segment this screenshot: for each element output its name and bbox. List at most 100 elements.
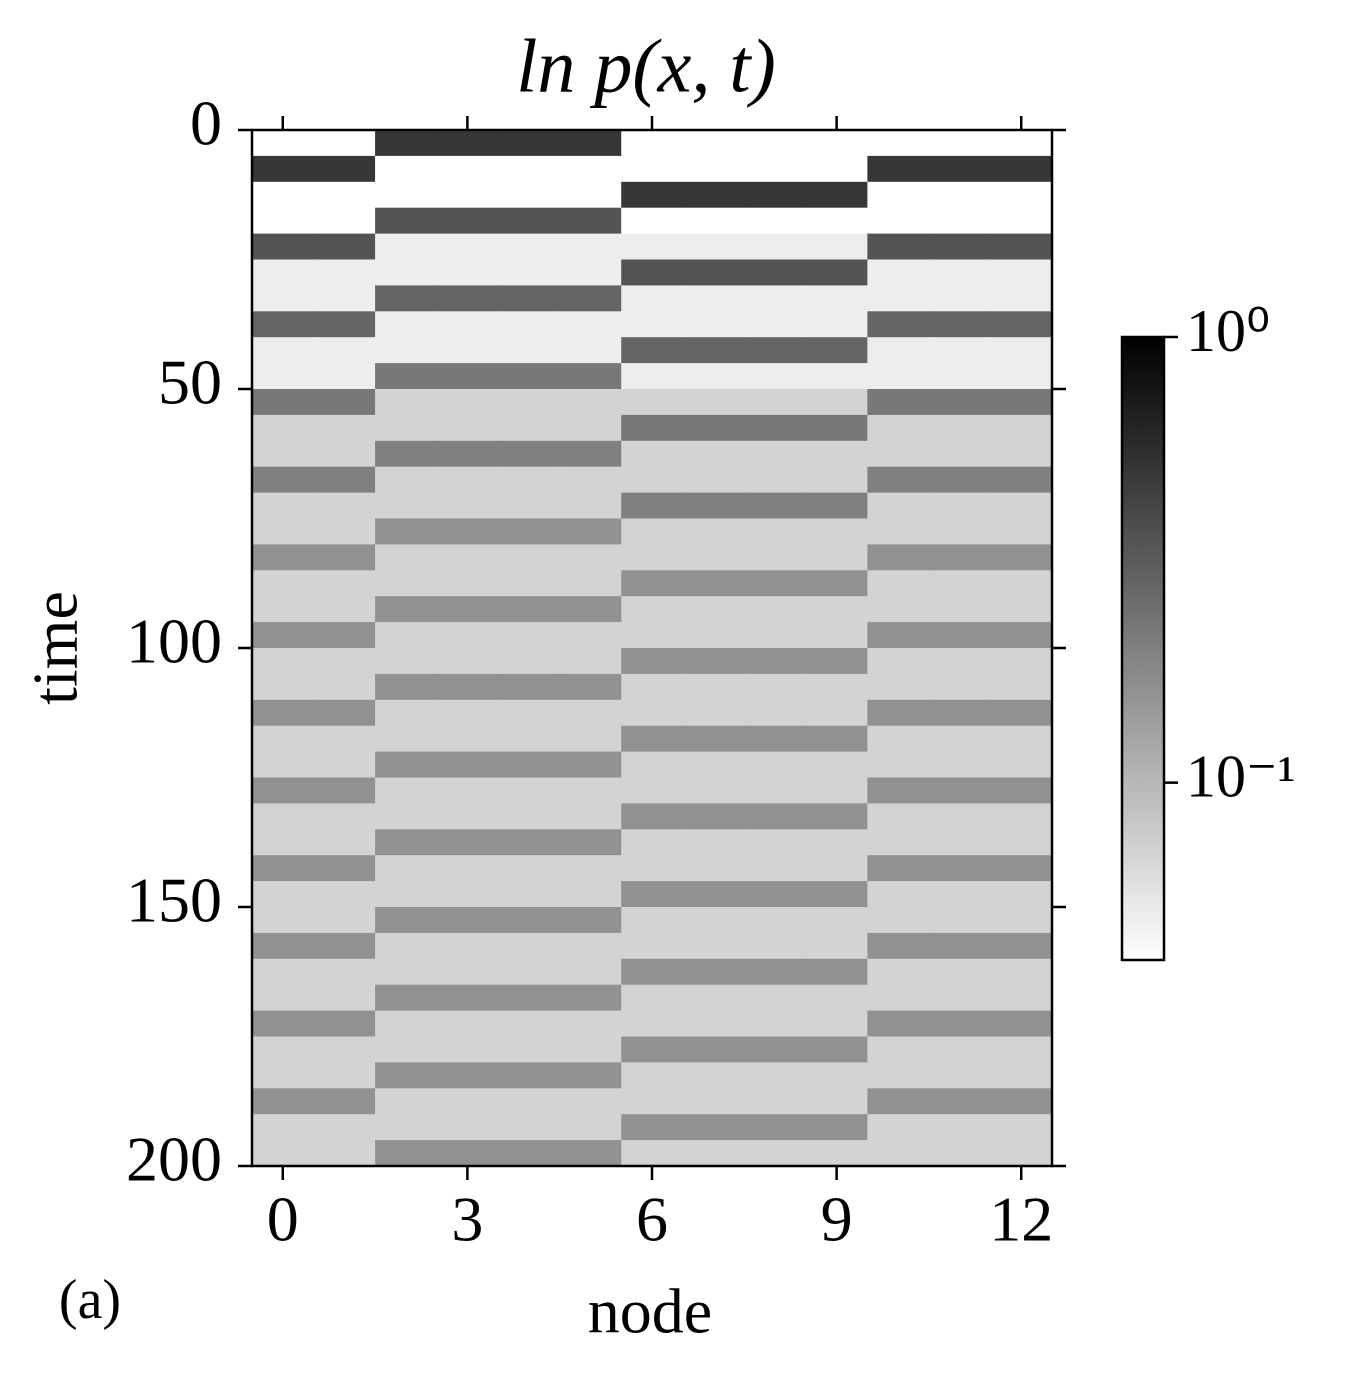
heatmap-cell xyxy=(375,311,438,338)
heatmap-cell xyxy=(928,932,991,960)
x-tick-label: 0 xyxy=(267,1184,299,1255)
heatmap-cell xyxy=(867,337,930,364)
heatmap-cell xyxy=(990,233,1053,260)
heatmap-cell xyxy=(744,855,807,882)
heatmap-cell xyxy=(498,855,561,882)
heatmap-cell xyxy=(375,285,438,312)
heatmap-cell xyxy=(990,207,1053,235)
heatmap-cell xyxy=(867,544,930,571)
heatmap xyxy=(252,130,1053,1167)
heatmap-cell xyxy=(621,363,684,390)
heatmap-cell xyxy=(313,440,376,468)
heatmap-cell xyxy=(867,1036,930,1063)
heatmap-cell xyxy=(621,233,684,260)
heatmap-cell xyxy=(867,466,930,494)
heatmap-cell xyxy=(252,725,315,753)
x-tick-label: 9 xyxy=(821,1184,853,1255)
heatmap-cell xyxy=(436,673,499,701)
heatmap-cell xyxy=(682,932,745,960)
heatmap-cell xyxy=(990,130,1053,157)
heatmap-cell xyxy=(313,622,376,649)
heatmap-cell xyxy=(990,855,1053,882)
heatmap-cell xyxy=(375,751,438,778)
heatmap-cell xyxy=(375,673,438,701)
heatmap-cell xyxy=(682,466,745,494)
heatmap-cell xyxy=(928,181,991,209)
heatmap-cell xyxy=(867,492,930,519)
heatmap-cell xyxy=(867,855,930,882)
heatmap-cell xyxy=(559,518,622,545)
heatmap-cell xyxy=(313,777,376,804)
heatmap-cell xyxy=(990,389,1053,416)
heatmap-cell xyxy=(805,181,868,209)
heatmap-cell xyxy=(928,518,991,545)
heatmap-cell xyxy=(252,751,315,778)
y-tick-label: 200 xyxy=(126,1124,222,1195)
heatmap-cell xyxy=(252,389,315,416)
heatmap-cell xyxy=(805,751,868,778)
heatmap-cell xyxy=(559,466,622,494)
heatmap-cell xyxy=(436,958,499,986)
heatmap-cell xyxy=(313,285,376,312)
heatmap-cell xyxy=(375,389,438,416)
heatmap-cell xyxy=(375,1140,438,1167)
heatmap-cell xyxy=(436,1088,499,1115)
heatmap-cell xyxy=(682,1088,745,1115)
heatmap-cell xyxy=(498,130,561,157)
heatmap-cell xyxy=(744,1010,807,1037)
heatmap-cell xyxy=(744,414,807,442)
heatmap-cell xyxy=(375,725,438,753)
heatmap-cell xyxy=(498,673,561,701)
heatmap-cell xyxy=(744,233,807,260)
heatmap-cell xyxy=(682,259,745,286)
heatmap-cell xyxy=(621,699,684,727)
heatmap-cell xyxy=(744,570,807,597)
heatmap-cell xyxy=(682,181,745,209)
heatmap-cell xyxy=(436,596,499,623)
heatmap-cell xyxy=(375,492,438,519)
heatmap-cell xyxy=(928,492,991,519)
colorbar xyxy=(1120,335,1166,962)
heatmap-cell xyxy=(313,1010,376,1037)
heatmap-cell xyxy=(805,259,868,286)
heatmap-cell xyxy=(436,1140,499,1167)
heatmap-cell xyxy=(682,699,745,727)
heatmap-cell xyxy=(498,363,561,390)
heatmap-cell xyxy=(252,1036,315,1063)
heatmap-cell xyxy=(498,285,561,312)
heatmap-cell xyxy=(805,699,868,727)
heatmap-cell xyxy=(744,1036,807,1063)
heatmap-cell xyxy=(744,440,807,468)
heatmap-cell xyxy=(559,1036,622,1063)
heatmap-cell xyxy=(805,570,868,597)
chart-title: ln p(x, t) xyxy=(516,24,776,108)
heatmap-cell xyxy=(436,932,499,960)
heatmap-cell xyxy=(559,440,622,468)
heatmap-cell xyxy=(682,958,745,986)
heatmap-cell xyxy=(436,648,499,675)
heatmap-cell xyxy=(313,803,376,830)
heatmap-cell xyxy=(928,1114,991,1141)
heatmap-cell xyxy=(375,1062,438,1089)
heatmap-cell xyxy=(867,699,930,727)
heatmap-cell xyxy=(498,518,561,545)
heatmap-cell xyxy=(805,285,868,312)
heatmap-cell xyxy=(559,829,622,856)
heatmap-cell xyxy=(375,1036,438,1063)
heatmap-cell xyxy=(559,622,622,649)
heatmap-cell xyxy=(928,130,991,157)
heatmap-cell xyxy=(867,207,930,235)
heatmap-cell xyxy=(498,311,561,338)
heatmap-cell xyxy=(990,984,1053,1012)
heatmap-cell xyxy=(559,596,622,623)
heatmap-cell xyxy=(928,311,991,338)
heatmap-cell xyxy=(559,181,622,209)
heatmap-cell xyxy=(621,725,684,753)
heatmap-cell xyxy=(559,1088,622,1115)
heatmap-cell xyxy=(559,907,622,934)
x-tick-label: 3 xyxy=(451,1184,483,1255)
heatmap-cell xyxy=(682,829,745,856)
heatmap-cell xyxy=(805,596,868,623)
heatmap-cell xyxy=(375,699,438,727)
heatmap-cell xyxy=(252,622,315,649)
